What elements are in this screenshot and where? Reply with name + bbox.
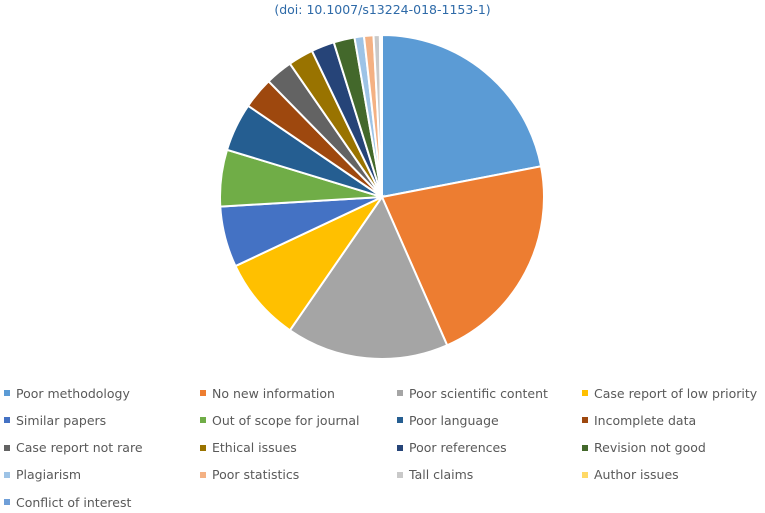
- legend-item-case-report-of-low-priority: Case report of low priority: [582, 385, 757, 401]
- legend-swatch: [4, 471, 10, 478]
- legend-swatch: [582, 471, 588, 478]
- chart-legend: Poor methodology No new information Poor s…: [0, 382, 765, 513]
- legend-label: Case report not rare: [16, 440, 143, 456]
- legend-item-tall-claims: Tall claims: [397, 467, 473, 483]
- pie-slice-case-report-of-low-priority: [234, 194, 385, 332]
- legend-label: Poor references: [409, 440, 507, 456]
- legend-label: Incomplete data: [594, 412, 697, 428]
- legend-label: Conflict of interest: [16, 494, 132, 510]
- legend-swatch: [200, 471, 206, 478]
- legend-swatch: [397, 417, 403, 424]
- legend-item-out-of-scope-for-journal: Out of scope for journal: [200, 412, 359, 428]
- legend-swatch: [397, 444, 403, 451]
- legend-label: Out of scope for journal: [212, 412, 360, 428]
- legend-label: Similar papers: [16, 412, 107, 428]
- legend-swatch: [397, 471, 403, 478]
- legend-swatch: [582, 444, 588, 451]
- legend-label: Poor scientific content: [409, 385, 548, 401]
- legend-item-poor-scientific-content: Poor scientific content: [397, 385, 548, 401]
- legend-label: Poor statistics: [212, 467, 300, 483]
- pie-slice-poor-scientific-content: [288, 194, 449, 360]
- legend-label: Tall claims: [409, 467, 474, 483]
- legend-item-revision-not-good: Revision not good: [582, 440, 706, 456]
- legend-label: Author issues: [594, 467, 679, 483]
- legend-item-case-report-not-rare: Case report not rare: [4, 440, 143, 456]
- legend-swatch: [397, 390, 403, 396]
- pie-slice-no-new-information: [380, 165, 546, 347]
- legend-item-plagiarism: Plagiarism: [4, 467, 81, 483]
- legend-swatch: [4, 444, 10, 451]
- legend-label: No new information: [212, 385, 335, 401]
- legend-item-poor-methodology: Poor methodology: [4, 385, 130, 401]
- legend-item-poor-references: Poor references: [397, 440, 507, 456]
- legend-label: Poor methodology: [16, 385, 130, 401]
- legend-swatch: [582, 417, 588, 424]
- legend-label: Plagiarism: [16, 467, 82, 483]
- legend-item-conflict-of-interest: Conflict of interest: [4, 494, 131, 510]
- legend-item-author-issues: Author issues: [582, 467, 679, 483]
- legend-swatch: [4, 417, 10, 424]
- pie-slice-poor-methodology: [381, 33, 543, 199]
- legend-swatch: [582, 390, 588, 396]
- legend-label: Ethical issues: [212, 440, 297, 456]
- legend-swatch: [200, 444, 206, 451]
- legend-item-ethical-issues: Ethical issues: [200, 440, 297, 456]
- legend-swatch: [200, 417, 206, 424]
- legend-item-no-new-information: No new information: [200, 385, 335, 401]
- legend-label: Poor language: [409, 412, 499, 428]
- legend-label: Revision not good: [594, 440, 706, 456]
- legend-label: Case report of low priority: [594, 385, 758, 401]
- legend-swatch: [4, 390, 10, 396]
- legend-item-poor-statistics: Poor statistics: [200, 467, 299, 483]
- pie-slice-conflict-of-interest: [379, 33, 383, 198]
- legend-swatch: [4, 499, 10, 506]
- pie-chart: [218, 33, 546, 360]
- legend-item-similar-papers: Similar papers: [4, 412, 106, 428]
- legend-swatch: [200, 390, 206, 396]
- doi-caption: (doi: 10.1007/s13224-018-1153-1): [274, 2, 491, 17]
- legend-item-incomplete-data: Incomplete data: [582, 412, 696, 428]
- legend-item-poor-language: Poor language: [397, 412, 499, 428]
